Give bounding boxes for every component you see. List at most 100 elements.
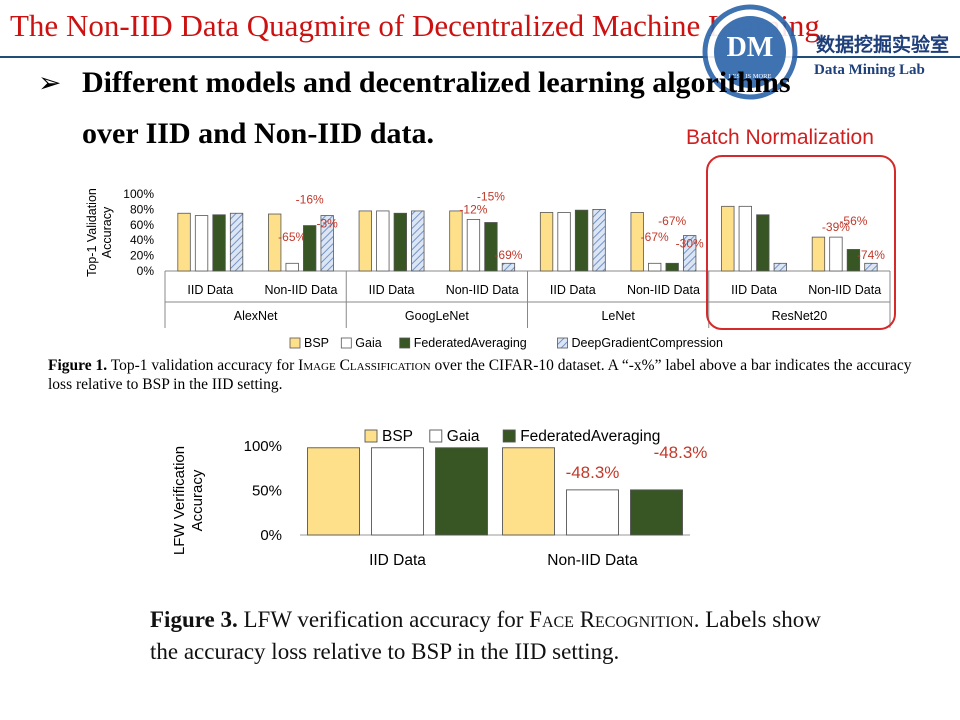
y-tick-label: 80% <box>130 202 154 216</box>
setting-label: IID Data <box>187 283 233 297</box>
y-tick-label: 40% <box>130 233 154 247</box>
bar <box>285 262 299 272</box>
bar <box>773 262 787 272</box>
setting-label: Non-IID Data <box>446 283 519 297</box>
bar <box>665 262 679 272</box>
y-tick-label: 0% <box>137 264 155 278</box>
bar <box>268 213 282 272</box>
legend-swatch <box>340 337 352 349</box>
bar <box>501 262 516 272</box>
title-divider <box>0 56 960 58</box>
setting-label: IID Data <box>369 283 415 297</box>
legend-swatch <box>364 429 378 443</box>
loss-annotation: -15% <box>477 189 505 203</box>
y-axis-label-line: Accuracy <box>100 206 114 258</box>
bar <box>229 212 244 272</box>
bullet-text-line-2: over IID and Non-IID data. <box>82 117 435 150</box>
setting-label: IID Data <box>731 283 777 297</box>
bar <box>358 210 372 272</box>
bar <box>320 215 334 272</box>
loss-annotation: -74% <box>857 248 885 262</box>
logo-motto: LESS IS MORE <box>729 73 772 80</box>
bullet-arrow-icon: ➢ <box>38 68 62 99</box>
bar <box>630 489 683 536</box>
bar <box>683 235 697 272</box>
bar <box>539 212 554 272</box>
legend-swatch <box>502 429 516 443</box>
legend-swatch <box>429 429 443 443</box>
loss-annotation: -67% <box>658 214 686 228</box>
figure-3-caption-pre: LFW verification accuracy for <box>243 607 530 632</box>
bar <box>648 262 662 272</box>
figure-3-caption-label: Figure 3. <box>150 607 238 632</box>
logo-monogram: DM <box>727 32 774 63</box>
model-label: ResNet20 <box>772 309 828 323</box>
bar <box>194 215 209 272</box>
loss-annotation: -48.3% <box>566 463 620 482</box>
bar <box>574 209 589 272</box>
logo-name-en: Data Mining Lab <box>814 62 925 78</box>
loss-annotation: -39% <box>822 220 850 234</box>
figure-1-caption: Figure 1. Top-1 validation accuracy for … <box>48 356 918 395</box>
figure-1-caption-task: Image Classification <box>298 357 431 374</box>
figure-3-caption-post: . Labels show the accuracy loss relative… <box>150 607 821 664</box>
bar <box>630 212 644 272</box>
slide-title: The Non-IID Data Quagmire of Decentraliz… <box>10 8 820 43</box>
bullet-text-line-1: Different models and decentralized learn… <box>82 66 791 99</box>
y-axis-label: Top-1 ValidationAccuracy <box>85 188 114 277</box>
legend-label: BSP <box>304 336 329 350</box>
category-label: Non-IID Data <box>547 552 638 569</box>
figure-1-caption-post: over the CIFAR-10 dataset. A “-x%” label… <box>48 357 912 394</box>
y-tick-label: 100% <box>123 187 154 201</box>
loss-annotation: -67% <box>641 230 669 244</box>
figure-1-caption-label: Figure 1. <box>48 357 108 374</box>
bar <box>177 212 191 272</box>
bar <box>592 208 606 272</box>
bar <box>566 489 619 536</box>
legend-label: BSP <box>382 428 413 445</box>
bar <box>756 214 770 272</box>
bar <box>307 447 360 536</box>
legend-label: Gaia <box>355 336 381 350</box>
batch-normalization-label: Batch Normalization <box>686 126 874 149</box>
category-label: IID Data <box>369 552 426 569</box>
figure-3-caption: Figure 3. LFW verification accuracy for … <box>150 604 850 667</box>
logo-name-cn: 数据挖掘实验室 <box>816 35 950 56</box>
loss-annotation: -12% <box>459 202 487 216</box>
bar <box>484 222 498 272</box>
bar <box>738 205 752 272</box>
y-axis-label-line: Top-1 Validation <box>85 188 99 277</box>
bar <box>721 205 735 272</box>
loss-annotation: -30% <box>676 237 704 251</box>
setting-label: Non-IID Data <box>627 283 700 297</box>
bar <box>376 210 390 272</box>
lab-logo: DM LESS IS MORE <box>702 4 798 100</box>
y-axis-label-line: LFW Verification <box>171 446 188 555</box>
loss-annotation: -48.3% <box>654 443 708 462</box>
bar <box>212 214 226 272</box>
figure-1-chart: 0%20% 40%60% 80%100% Top-1 ValidationAccura… <box>85 187 891 350</box>
legend-label: Gaia <box>447 428 480 445</box>
bar <box>829 236 843 272</box>
y-tick-label: 60% <box>130 218 154 232</box>
bar <box>435 447 488 536</box>
model-label: LeNet <box>601 309 635 323</box>
bar <box>502 447 555 536</box>
loss-annotation: -69% <box>494 248 522 262</box>
legend-label: DeepGradientCompression <box>572 336 724 350</box>
loss-annotation: -56% <box>839 214 867 228</box>
loss-annotation: -65% <box>278 230 306 244</box>
y-axis-label-line: Accuracy <box>189 469 206 531</box>
bar <box>449 210 463 272</box>
bar <box>411 210 425 272</box>
setting-label: Non-IID Data <box>264 283 337 297</box>
bar <box>371 447 424 536</box>
bar <box>557 212 571 272</box>
bar <box>303 225 317 272</box>
y-tick-label: 100% <box>244 438 282 455</box>
setting-label: Non-IID Data <box>808 283 881 297</box>
legend-swatch <box>289 337 301 349</box>
figure-1-caption-pre: Top-1 validation accuracy for <box>110 357 299 374</box>
bar <box>864 262 878 272</box>
legend-swatch <box>399 337 411 349</box>
